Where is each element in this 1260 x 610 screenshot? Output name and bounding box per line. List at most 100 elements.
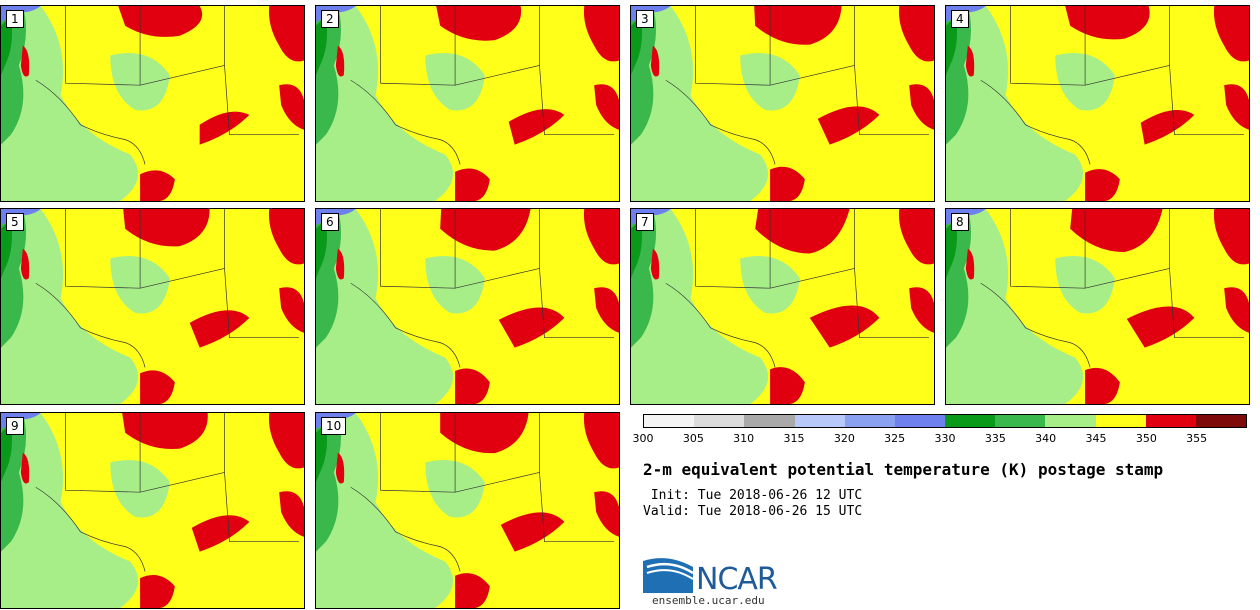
field-region [909,84,934,130]
field-region [20,452,30,484]
colorbar-segment [644,415,695,427]
map-field [316,413,619,608]
field-region [1213,209,1249,265]
state-border [380,413,456,493]
state-border [35,282,146,368]
state-border [380,209,456,289]
state-border [1085,64,1245,136]
field-region [268,209,304,265]
state-border [980,282,1091,368]
field-region [1,209,139,404]
field-region [436,6,522,41]
field-region [123,209,210,247]
state-border [455,267,615,339]
field-region [140,370,175,404]
member-label: 3 [636,10,654,28]
field-region [594,491,619,537]
field-region [316,413,356,429]
ensemble-member-map: 6 [315,208,620,405]
field-region [1,6,139,201]
colorbar-segment [995,415,1046,427]
map-field [631,209,934,404]
ensemble-member-map: 8 [945,208,1250,405]
field-region [1,6,41,22]
field-region [316,413,454,608]
map-field [316,209,619,404]
field-region [1213,6,1249,62]
colorbar-segment [894,415,946,427]
field-region [754,6,842,45]
map-field [946,6,1249,201]
field-region [770,166,805,201]
member-label: 9 [6,417,24,435]
field-region [20,248,30,280]
field-region [583,413,619,469]
ensemble-member-map: 2 [315,5,620,202]
state-border [350,282,461,368]
field-region [316,6,356,22]
field-region [909,287,934,333]
state-border [980,79,1091,165]
valid-time: Valid: Tue 2018-06-26 15 UTC [643,504,863,519]
colorbar-segment [1195,415,1247,427]
colorbar-segment [945,415,996,427]
colorbar-tick-label: 350 [1135,432,1157,445]
field-region [1,209,41,225]
field-region [1,413,139,608]
site-url: ensemble.ucar.edu [652,594,765,607]
field-region [455,168,490,201]
ensemble-member-map: 3 [630,5,935,202]
field-region [1,413,41,429]
field-region [770,367,805,404]
state-border [65,413,141,493]
colorbar-segment [794,415,845,427]
field-region [965,45,975,77]
ensemble-member-map: 4 [945,5,1250,202]
field-region [20,45,30,77]
field-region [631,209,671,225]
map-field [946,209,1249,404]
member-label: 8 [951,213,969,231]
field-region [1224,287,1249,333]
state-border [350,486,461,572]
field-region [809,305,880,348]
field-region [455,368,490,404]
colorbar-tick-label: 340 [1035,432,1057,445]
colorbar-tick-label: 355 [1186,432,1208,445]
member-label: 6 [321,213,339,231]
field-region [508,109,565,145]
colorbar-segment [694,415,745,427]
state-border [1010,209,1086,289]
field-region [191,515,250,552]
field-region [946,209,1084,404]
state-border [350,79,461,165]
field-region [140,574,175,608]
field-region [279,491,304,537]
ensemble-member-map: 10 [315,412,620,609]
colorbar-tick-label: 325 [884,432,906,445]
field-region [1,15,13,76]
field-region [1070,209,1163,253]
state-border [1085,267,1245,339]
field-region [1065,6,1150,40]
map-field [316,6,619,201]
colorbar-segment [1045,415,1096,427]
field-region [650,248,660,280]
field-region [898,6,934,62]
member-label: 2 [321,10,339,28]
ensemble-member-map: 5 [0,208,305,405]
state-border [140,64,300,136]
field-region [316,209,356,225]
state-border [140,267,300,339]
field-region [583,209,619,265]
colorbar-tick-label: 330 [934,432,956,445]
colorbar-tick-label: 345 [1085,432,1107,445]
init-time: Init: Tue 2018-06-26 12 UTC [643,488,863,503]
field-region [946,6,1084,201]
map-field [1,6,304,201]
field-region [118,6,203,37]
state-border [770,64,930,136]
map-field [631,6,934,201]
field-region [140,170,175,201]
member-label: 1 [6,10,24,28]
